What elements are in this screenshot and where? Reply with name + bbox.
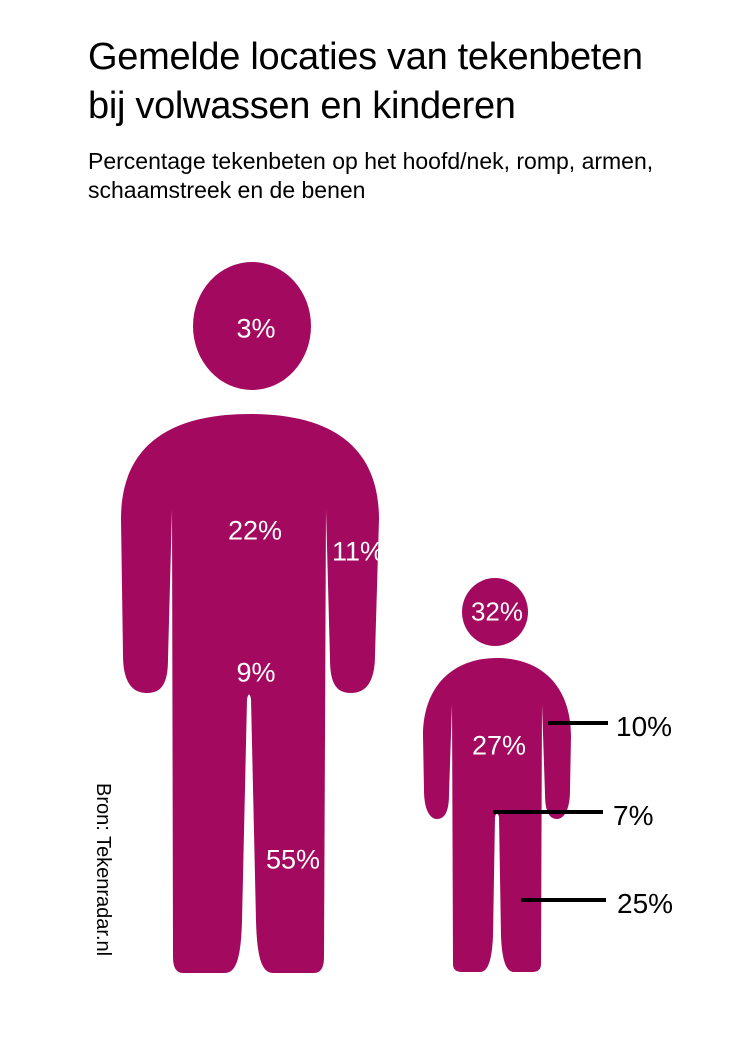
- page-title: Gemelde locaties van tekenbeten bij volw…: [88, 33, 643, 131]
- adult-head-shape: [193, 262, 311, 390]
- label-adult-torso: 22%: [227, 515, 283, 546]
- page-subtitle: Percentage tekenbeten op het hoofd/nek, …: [88, 147, 653, 205]
- callout-legs-label: 25%: [617, 888, 674, 919]
- label-adult-legs: 55%: [265, 844, 321, 875]
- title-line-1: Gemelde locaties van tekenbeten: [88, 36, 643, 78]
- callout-groin-line: [493, 810, 603, 814]
- subtitle-line-2: schaamstreek en de benen: [88, 177, 366, 203]
- label-adult-head: 3%: [236, 313, 276, 344]
- callout-groin-label: 7%: [613, 800, 654, 831]
- source-credit: Bron: Tekenradar.nl: [92, 783, 114, 957]
- callout-arm-line: [548, 721, 608, 725]
- child-head-shape: [462, 578, 528, 646]
- label-child-head: 32%: [470, 596, 524, 627]
- child-body-shape: [423, 658, 571, 972]
- callout-legs-line: [521, 898, 606, 902]
- adult-figure: [121, 262, 379, 973]
- callout-arm-label: 10%: [616, 711, 673, 742]
- adult-body-shape: [121, 414, 379, 973]
- label-adult-groin: 9%: [236, 657, 276, 688]
- title-line-2: bij volwassen en kinderen: [88, 85, 516, 127]
- label-adult-arm: 11%: [331, 536, 385, 567]
- subtitle-line-1: Percentage tekenbeten op het hoofd/nek, …: [88, 148, 654, 174]
- label-child-torso: 27%: [471, 730, 527, 761]
- child-figure: [423, 578, 571, 972]
